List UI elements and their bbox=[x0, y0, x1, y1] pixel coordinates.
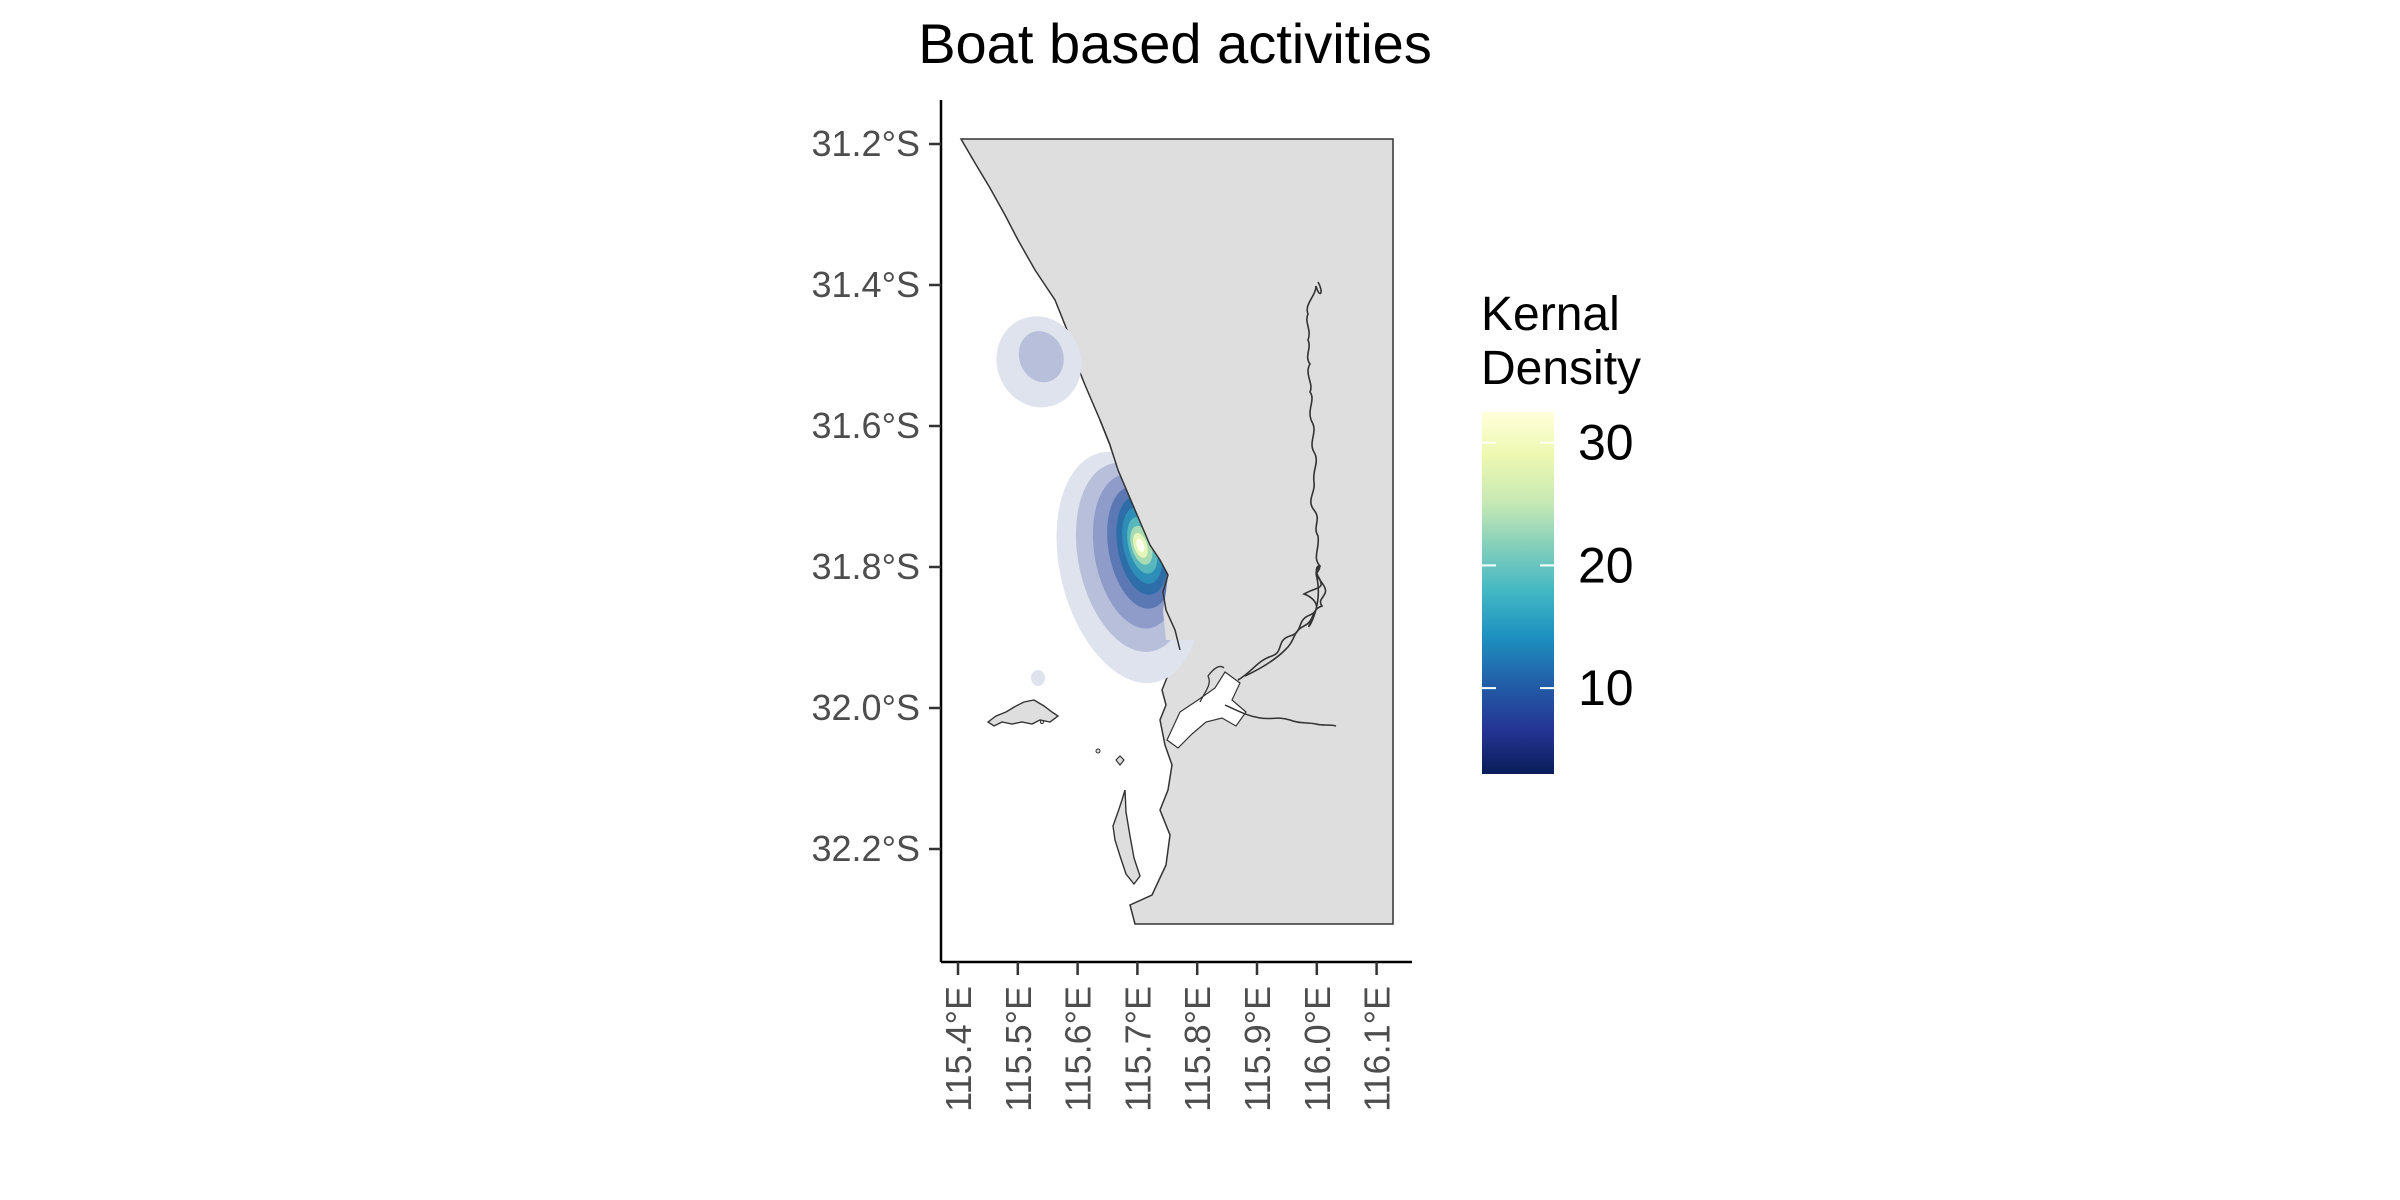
garden-island bbox=[1112, 789, 1141, 886]
coastline-overlay bbox=[1099, 419, 1181, 651]
x-tick-label: 116.0°E bbox=[1297, 986, 1338, 1112]
legend-ticks: 30 20 10 bbox=[1482, 415, 1634, 716]
legend-tick-label: 20 bbox=[1578, 537, 1634, 593]
density-layer bbox=[996, 316, 1240, 684]
x-tick-label: 116.1°E bbox=[1357, 986, 1398, 1112]
islands bbox=[986, 699, 1141, 886]
x-tick-label: 115.7°E bbox=[1117, 986, 1158, 1112]
legend-tick-label: 30 bbox=[1578, 415, 1634, 471]
y-tick-label: 32.2°S bbox=[812, 828, 920, 869]
y-tick-label: 31.8°S bbox=[812, 546, 920, 587]
legend-title-line2: Density bbox=[1481, 342, 1641, 395]
x-ticks: 115.4°E 115.5°E 115.6°E 115.7°E 115.8°E 115.9… bbox=[938, 962, 1398, 1112]
x-tick-label: 115.6°E bbox=[1058, 986, 1099, 1112]
legend-title-line1: Kernal bbox=[1481, 288, 1620, 341]
estuary-tributary bbox=[1199, 665, 1225, 703]
chart-title: Boat based activities bbox=[918, 12, 1432, 75]
rottnest-island bbox=[986, 699, 1060, 727]
legend-tick-label: 10 bbox=[1578, 660, 1634, 716]
density-contour bbox=[1018, 331, 1064, 383]
x-tick-label: 115.4°E bbox=[938, 986, 979, 1112]
density-contour bbox=[1136, 538, 1145, 553]
y-ticks: 31.2°S 31.4°S 31.6°S 31.8°S 32.0°S 32.2°S bbox=[812, 123, 941, 869]
legend: Kernal Density 30 20 10 bbox=[1481, 288, 1641, 774]
x-tick-label: 115.9°E bbox=[1237, 986, 1278, 1112]
legend-colorbar bbox=[1482, 412, 1554, 774]
swan-river-estuary bbox=[1166, 671, 1247, 749]
axes: 31.2°S 31.4°S 31.6°S 31.8°S 32.0°S 32.2°S 115… bbox=[812, 100, 1412, 1112]
canning-river bbox=[1224, 704, 1337, 727]
x-tick-label: 115.5°E bbox=[998, 986, 1039, 1112]
density-blob-minor bbox=[1031, 670, 1045, 686]
small-islet bbox=[1039, 719, 1045, 725]
x-tick-label: 115.8°E bbox=[1177, 986, 1218, 1112]
y-tick-label: 31.2°S bbox=[812, 123, 920, 164]
land-overlay bbox=[1110, 420, 1240, 640]
y-tick-label: 31.4°S bbox=[812, 264, 920, 305]
carnac-island bbox=[1115, 755, 1125, 766]
y-tick-label: 31.6°S bbox=[812, 405, 920, 446]
small-islet bbox=[1095, 748, 1101, 754]
swan-river-upper bbox=[1244, 281, 1327, 677]
y-tick-label: 32.0°S bbox=[812, 687, 920, 728]
